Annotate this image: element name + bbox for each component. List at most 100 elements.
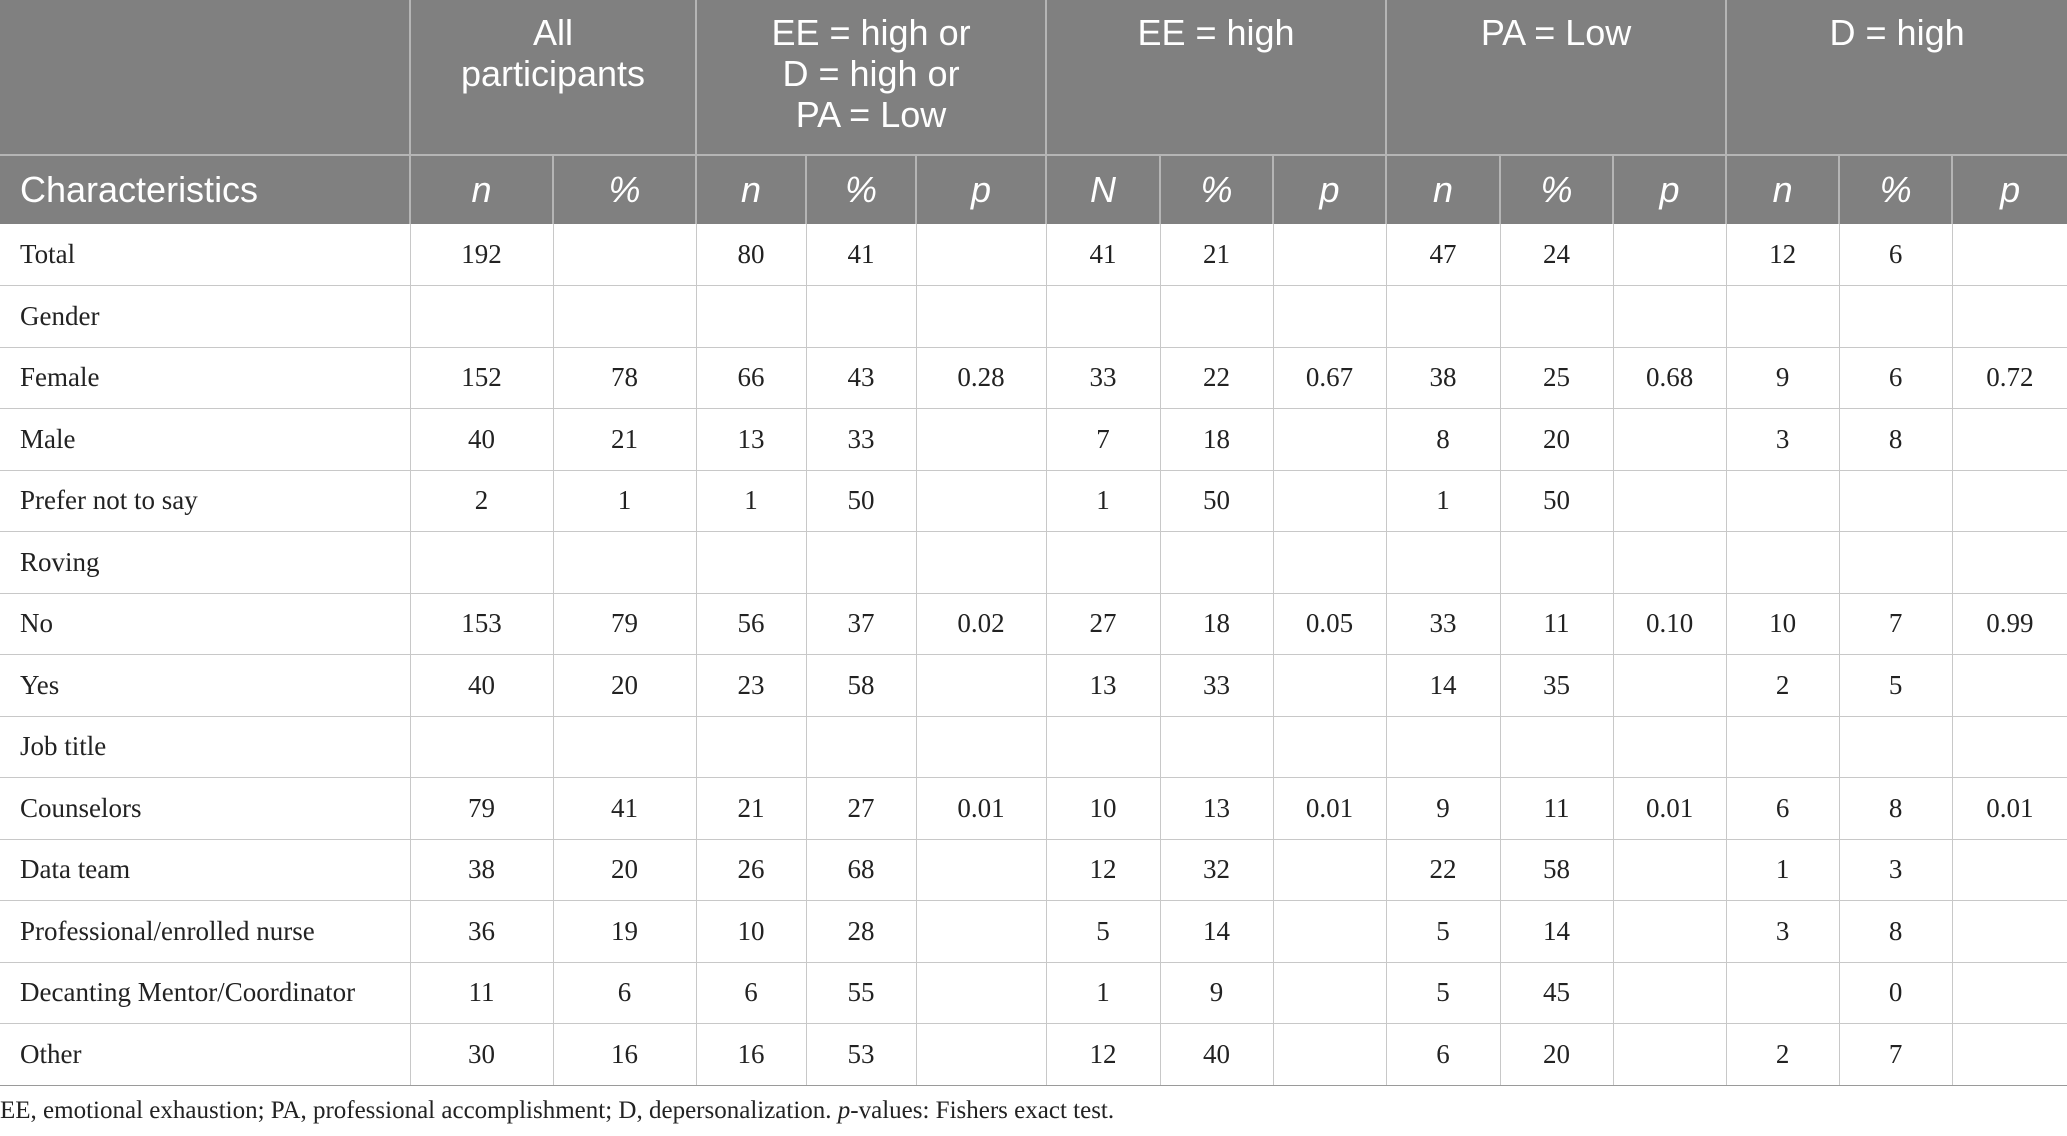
table-cell: 9 [1160,962,1274,1024]
row-label: Decanting Mentor/Coordinator [0,962,411,1024]
group-header-line: participants [460,53,646,94]
table-cell: 50 [806,470,917,532]
table-row: Decanting Mentor/Coordinator 11 6 6 55 1 9 5 45 0 [0,962,2067,1024]
table-cell: 9 [1726,347,1840,409]
table-cell: 7 [1046,408,1161,471]
table-cell: 36 [410,900,554,963]
table-cell: 41 [553,777,697,840]
table-cell [1273,224,1387,286]
table-cell: 33 [1160,654,1274,717]
table-cell: 55 [806,962,917,1024]
table-cell: 11 [1500,593,1614,655]
table-cell [1046,531,1161,594]
table-cell: 6 [1386,1023,1501,1086]
table-cell: 80 [696,224,807,286]
table-cell: 0.72 [1952,347,2067,409]
table-row: Female 152 78 66 43 0.28 33 22 0.67 38 25 0.68 9 6 0.7… [0,347,2067,409]
column-header: % [1160,154,1275,224]
row-label: Data team [0,839,411,901]
table-cell [410,285,554,348]
table-cell: 2 [1726,1023,1840,1086]
table-cell [1613,408,1727,471]
table-cell: 10 [1046,777,1161,840]
row-label: Prefer not to say [0,470,411,532]
table-cell [1160,285,1274,348]
table-cell [1273,900,1387,963]
table-cell: 7 [1839,1023,1953,1086]
table-cell: 27 [1046,593,1161,655]
group-header-pa-low: PA = Low [1386,0,1728,155]
table-cell: 192 [410,224,554,286]
table-cell: 9 [1386,777,1501,840]
table-cell: 58 [806,654,917,717]
table-cell: 18 [1160,593,1274,655]
group-header-d-high: D = high [1726,0,2067,155]
column-header: p [916,154,1048,224]
table-cell: 41 [1046,224,1161,286]
table-cell: 0.01 [1613,777,1727,840]
table-cell: 0.01 [1273,777,1387,840]
table-cell [1613,470,1727,532]
table-cell: 13 [1046,654,1161,717]
table-cell: 43 [806,347,917,409]
table-cell [916,408,1047,471]
footnote-text-end: -values: Fishers exact test. [850,1097,1115,1124]
table-cell [1500,531,1614,594]
column-header: % [553,154,698,224]
table-cell [1046,716,1161,778]
table-cell: 58 [1500,839,1614,901]
table-cell [1839,531,1953,594]
table-cell [1726,716,1840,778]
table-cell: 0.02 [916,593,1047,655]
table-cell [553,531,697,594]
table-cell [1160,531,1274,594]
table-cell [1500,285,1614,348]
row-label: Roving [0,531,411,594]
table-cell: 79 [553,593,697,655]
table-row: Total 192 80 41 41 21 47 24 12 6 [0,224,2067,286]
row-label: Gender [0,285,411,348]
table-cell [1613,716,1727,778]
table-cell [696,716,807,778]
column-header: % [806,154,918,224]
table-cell: 13 [696,408,807,471]
table-cell [1273,531,1387,594]
table-cell [1952,962,2067,1024]
table-cell: 0.10 [1613,593,1727,655]
table-cell: 6 [1839,347,1953,409]
table-cell [1273,470,1387,532]
table-cell: 37 [806,593,917,655]
table-cell [1839,716,1953,778]
table-cell: 47 [1386,224,1501,286]
table-cell: 68 [806,839,917,901]
table-cell [916,470,1047,532]
table-cell: 12 [1046,839,1161,901]
column-header: n [1386,154,1502,224]
table-cell: 18 [1160,408,1274,471]
table-cell: 35 [1500,654,1614,717]
table-cell: 20 [553,839,697,901]
table-cell: 13 [1160,777,1274,840]
table-cell [916,654,1047,717]
table-row: Job title [0,716,2067,778]
group-header-line: D = high [1829,12,1965,53]
table-cell [1613,285,1727,348]
table-cell [916,716,1047,778]
table-footnote: EE, emotional exhaustion; PA, profession… [0,1097,1114,1125]
table-cell [1952,285,2067,348]
table-cell: 33 [1386,593,1501,655]
table-cell: 6 [696,962,807,1024]
table-cell: 22 [1160,347,1274,409]
table-cell [696,285,807,348]
table-cell: 20 [553,654,697,717]
table-cell [553,224,697,286]
table-cell [1839,470,1953,532]
table-cell: 40 [410,408,554,471]
table-cell: 30 [410,1023,554,1086]
table-cell: 3 [1839,839,1953,901]
column-header: p [1952,154,2067,224]
sub-header-row: Characteristics n% n% p N% p n% p n% p [0,154,2067,224]
table-cell [1613,531,1727,594]
table-cell: 6 [1839,224,1953,286]
